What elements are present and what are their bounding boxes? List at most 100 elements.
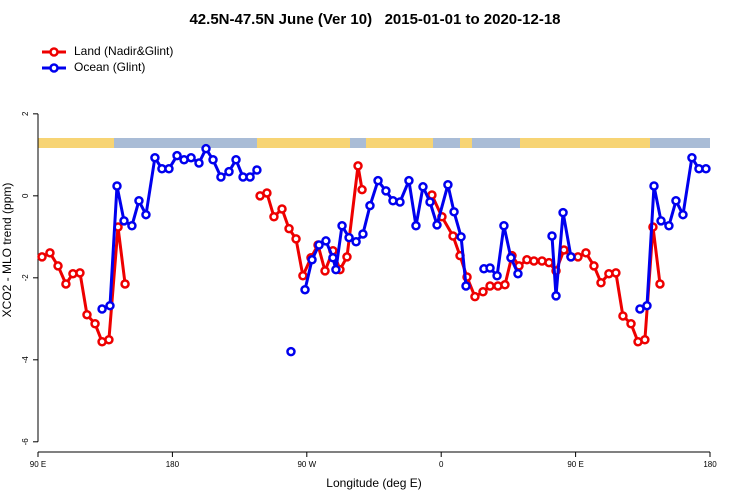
data-point <box>262 188 272 198</box>
series-line <box>41 164 662 344</box>
data-point <box>186 152 196 163</box>
data-point <box>425 197 435 207</box>
data-point <box>37 252 47 262</box>
data-point <box>664 221 674 231</box>
data-point <box>566 252 576 262</box>
data-point <box>75 268 85 278</box>
data-point <box>478 287 488 297</box>
data-point <box>53 261 63 271</box>
y-tick-label: 2 <box>21 111 30 116</box>
data-point <box>82 309 92 320</box>
data-point <box>635 304 645 314</box>
chart-title: 42.5N-47.5N June (Ver 10) 2015-01-01 to … <box>189 11 560 28</box>
data-point <box>201 143 211 154</box>
y-axis-label: XCO2 - MLO trend (ppm) <box>0 183 14 318</box>
data-point <box>642 300 652 311</box>
data-point <box>529 256 539 266</box>
data-point <box>269 211 279 222</box>
data-point <box>172 150 182 161</box>
data-point <box>353 161 363 171</box>
data-point <box>492 271 502 281</box>
data-point <box>321 236 331 246</box>
data-point <box>277 204 287 214</box>
data-point <box>456 232 466 242</box>
data-point <box>105 300 115 311</box>
data-point <box>596 277 606 288</box>
data-point <box>320 266 330 276</box>
data-point <box>120 279 130 289</box>
data-point <box>470 291 480 302</box>
legend-marker <box>49 47 59 57</box>
data-point <box>284 223 294 234</box>
data-point <box>150 152 160 163</box>
data-point <box>357 184 367 195</box>
data-point <box>112 181 122 191</box>
data-point <box>224 166 234 177</box>
x-tick-label: 180 <box>703 460 717 469</box>
data-point <box>395 197 405 207</box>
data-point <box>358 229 368 239</box>
data-point <box>461 281 471 291</box>
data-point <box>544 257 554 268</box>
data-point <box>300 284 310 295</box>
y-tick-label: -4 <box>21 356 30 364</box>
data-point <box>558 207 568 218</box>
data-point <box>500 280 510 290</box>
data-point <box>216 172 226 182</box>
data-point <box>678 209 688 220</box>
data-point <box>589 261 599 271</box>
data-point <box>626 318 636 329</box>
data-point <box>141 209 151 220</box>
data-point <box>649 181 659 191</box>
x-axis-label: Longitude (deg E) <box>326 476 421 490</box>
x-tick-label: 90 E <box>567 460 583 469</box>
data-point <box>164 164 174 174</box>
data-point <box>485 281 495 291</box>
data-point <box>97 304 107 314</box>
data-point <box>119 216 129 226</box>
y-tick-label: -2 <box>21 274 30 282</box>
data-point <box>61 279 71 289</box>
data-point <box>344 232 354 243</box>
data-point <box>298 271 308 281</box>
data-point <box>404 175 414 186</box>
data-point <box>485 263 495 273</box>
data-point <box>618 311 628 321</box>
data-point <box>448 231 458 241</box>
data-point <box>506 252 516 263</box>
data-point <box>337 221 347 231</box>
data-point <box>328 252 338 263</box>
data-point <box>418 182 428 192</box>
data-point <box>208 155 218 165</box>
data-point <box>252 165 262 175</box>
data-point <box>331 264 341 275</box>
data-point <box>314 240 324 250</box>
legend-label: Land (Nadir&Glint) <box>74 44 173 58</box>
data-point <box>286 346 296 357</box>
data-point <box>104 334 114 345</box>
data-point <box>373 175 383 186</box>
data-point <box>513 268 523 279</box>
x-tick-label: 0 <box>439 460 444 469</box>
data-point <box>365 200 375 211</box>
data-point <box>342 252 352 262</box>
data-point <box>581 248 591 258</box>
data-point <box>611 268 621 278</box>
data-point <box>291 234 301 244</box>
data-point <box>381 186 391 196</box>
data-point <box>351 236 361 247</box>
data-point <box>245 172 255 182</box>
legend-marker <box>49 63 59 73</box>
data-point <box>656 216 666 226</box>
data-point <box>127 221 137 231</box>
data-point <box>194 158 204 168</box>
legend-label: Ocean (Glint) <box>74 60 145 74</box>
data-point <box>687 152 697 163</box>
data-point <box>449 207 459 217</box>
x-tick-label: 90 W <box>297 460 316 469</box>
series-line <box>101 147 706 311</box>
data-point <box>432 220 442 230</box>
data-point <box>547 231 557 241</box>
land-ocean-strip <box>38 138 710 148</box>
data-point <box>671 196 681 206</box>
